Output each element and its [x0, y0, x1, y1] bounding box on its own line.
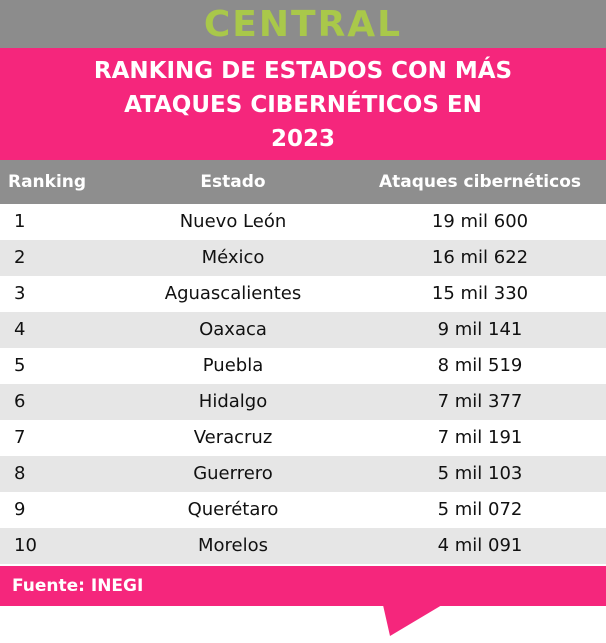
- rank-cell: 9: [14, 499, 26, 520]
- state-cell: Morelos: [197, 535, 268, 556]
- attacks-cell: 5 mil 103: [437, 463, 523, 484]
- rank-cell: 1: [14, 211, 26, 232]
- attacks-cell: 5 mil 072: [437, 499, 523, 520]
- title-line: ATAQUES CIBERNÉTICOS EN: [124, 92, 482, 118]
- title-line: RANKING DE ESTADOS CON MÁS: [93, 58, 513, 84]
- column-header: Ataques cibernéticos: [378, 172, 582, 192]
- table-row: 7 Veracruz 7 mil 191: [0, 420, 606, 456]
- rank-cell: 4: [14, 319, 26, 340]
- state-cell: Querétaro: [187, 499, 279, 520]
- table-row: 1 Nuevo León 19 mil 600: [0, 204, 606, 240]
- state-cell: Aguascalientes: [164, 283, 302, 304]
- rank-cell: 6: [14, 391, 26, 412]
- attacks-cell: 15 mil 330: [431, 283, 529, 304]
- column-header: Ranking: [8, 172, 87, 192]
- tail-shape: [383, 605, 442, 636]
- attacks-cell: 9 mil 141: [437, 319, 523, 340]
- rank-cell: 5: [14, 355, 26, 376]
- table-row: 9 Querétaro 5 mil 072: [0, 492, 606, 528]
- table-row: 8 Guerrero 5 mil 103: [0, 456, 606, 492]
- table-row: 6 Hidalgo 7 mil 377: [0, 384, 606, 420]
- state-cell: Nuevo León: [179, 211, 287, 232]
- table-row: 2 México 16 mil 622: [0, 240, 606, 276]
- table-row: 4 Oaxaca 9 mil 141: [0, 312, 606, 348]
- state-cell: Puebla: [202, 355, 264, 376]
- attacks-cell: 7 mil 191: [437, 427, 523, 448]
- rank-cell: 8: [14, 463, 26, 484]
- attacks-cell: 7 mil 377: [437, 391, 523, 412]
- column-header: Estado: [200, 172, 266, 192]
- state-cell: Oaxaca: [199, 319, 267, 340]
- top-band: CENTRAL: [0, 0, 606, 48]
- table-row: 5 Puebla 8 mil 519: [0, 348, 606, 384]
- state-cell: Guerrero: [193, 463, 273, 484]
- brand-logo: CENTRAL: [203, 4, 403, 45]
- title-line: 2023: [270, 126, 335, 152]
- table-row: 3 Aguascalientes 15 mil 330: [0, 276, 606, 312]
- attacks-cell: 8 mil 519: [437, 355, 523, 376]
- title-band: RANKING DE ESTADOS CON MÁS ATAQUES CIBER…: [0, 48, 606, 160]
- rank-cell: 10: [14, 535, 37, 556]
- attacks-cell: 4 mil 091: [437, 535, 523, 556]
- rank-cell: 7: [14, 427, 26, 448]
- rank-cell: 2: [14, 247, 26, 268]
- table-row: 10 Morelos 4 mil 091: [0, 528, 606, 564]
- state-cell: México: [201, 247, 265, 268]
- table-header: Ranking Estado Ataques cibernéticos: [0, 160, 606, 204]
- attacks-cell: 16 mil 622: [431, 247, 529, 268]
- rank-cell: 3: [14, 283, 26, 304]
- state-cell: Hidalgo: [198, 391, 268, 412]
- attacks-cell: 19 mil 600: [431, 211, 529, 232]
- state-cell: Veracruz: [193, 427, 273, 448]
- footer: Fuente: INEGI: [0, 566, 606, 606]
- source: Fuente: INEGI: [12, 576, 144, 596]
